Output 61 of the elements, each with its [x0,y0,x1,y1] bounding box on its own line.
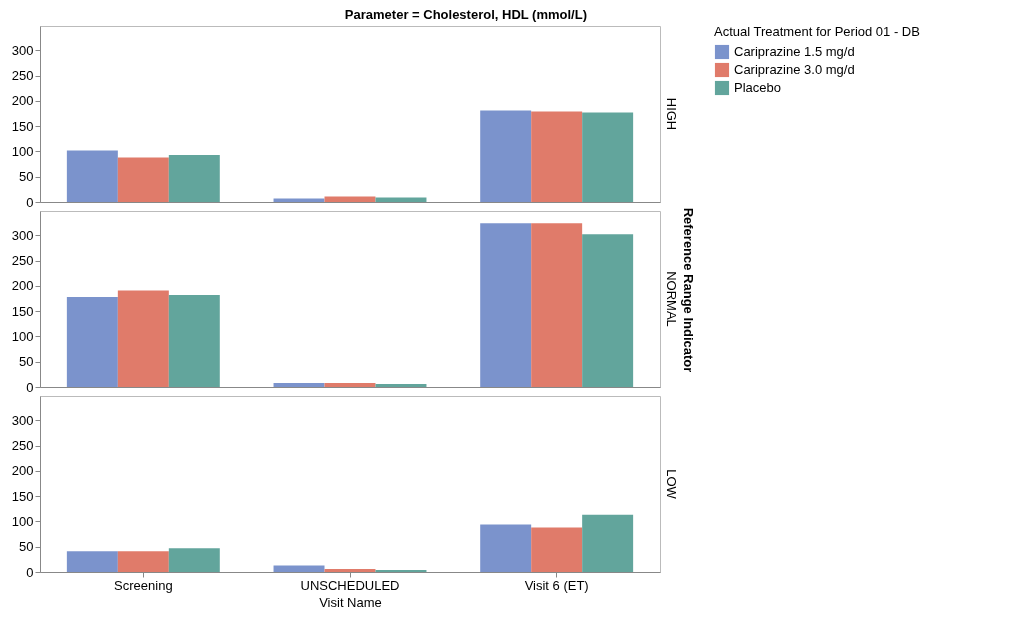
y-tick-label: 0 [26,564,34,580]
bar [531,223,583,387]
y-tick-label: 100 [11,513,34,529]
bar [582,234,634,387]
bar [480,110,532,202]
text: NORMAL [664,271,679,327]
bar [273,382,325,387]
chart-title: Parameter = Cholesterol, HDL (mmol/L) [344,6,587,22]
legend-label: Placebo [734,80,781,95]
bar [531,527,583,572]
bar [531,111,583,202]
y-tick-label: 0 [26,379,34,395]
bar [375,569,427,572]
y-tick-label: 50 [19,169,34,185]
bar [273,198,325,202]
bar [66,296,118,387]
x-tick-label: UNSCHEDULED [300,577,400,593]
y-tick-label: 50 [19,539,34,555]
y-tick-label: 150 [11,118,34,134]
y-tick-label: 50 [19,354,34,370]
bar [273,565,325,572]
bar [66,551,118,572]
bar [582,112,634,202]
bar [168,548,220,572]
bar [168,154,220,202]
text: HIGH [664,97,679,131]
bar [582,514,634,572]
y-tick-label: 300 [11,227,34,243]
y-tick-label: 200 [11,463,34,479]
bar [66,150,118,202]
legend-label: Cariprazine 1.5 mg/d [734,44,855,59]
bar [324,196,376,202]
y-tick-label: 100 [11,143,34,159]
bar [480,223,532,387]
bar [375,383,427,387]
x-tick-label: Visit 6 (ET) [524,577,589,593]
y2-axis-title: Reference Range Indicator [681,207,696,373]
legend-label: Cariprazine 3.0 mg/d [734,62,855,77]
y-tick-label: 300 [11,42,34,58]
legend-title: Actual Treatment for Period 01 - DB [714,24,920,39]
y-tick-label: 100 [11,328,34,344]
y-tick-label: 250 [11,253,34,269]
bar [324,382,376,387]
text: LOW [664,469,679,500]
bar [117,290,169,387]
y-tick-label: 250 [11,438,34,454]
y-tick-label: 150 [11,303,34,319]
y-tick-label: 200 [11,278,34,294]
y-tick-label: 200 [11,93,34,109]
x-tick-label: Screening [114,577,173,593]
bar [117,551,169,572]
y-tick-label: 250 [11,68,34,84]
x-axis-title: Visit Name [319,594,382,610]
y-tick-label: 150 [11,488,34,504]
bar [375,197,427,202]
bar [480,524,532,572]
bar [168,294,220,387]
bar [324,568,376,572]
y-tick-label: 0 [26,194,34,210]
y-tick-label: 300 [11,412,34,428]
bar [117,157,169,202]
